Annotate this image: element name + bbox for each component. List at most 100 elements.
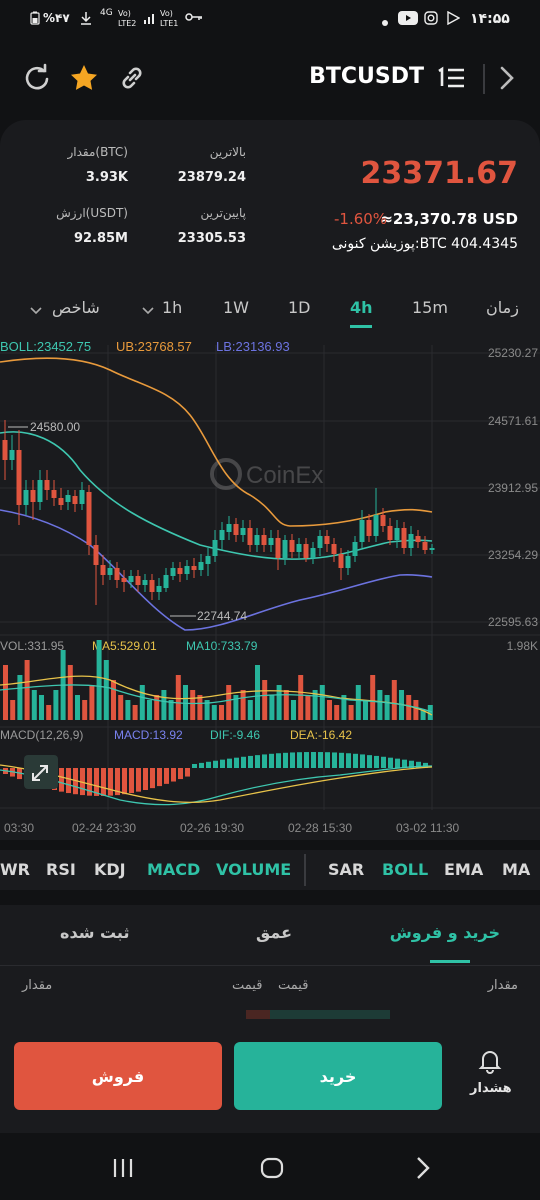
- volume-bar: [183, 685, 188, 720]
- vol-ma10-line: [0, 684, 433, 713]
- volume-bar: [291, 700, 296, 720]
- volume-bar: [276, 685, 282, 720]
- link-icon[interactable]: [116, 62, 150, 96]
- volume-bar: [406, 695, 412, 720]
- tab-1h[interactable]: 1h: [162, 298, 183, 317]
- chevron-right-icon[interactable]: [492, 62, 526, 96]
- recent-apps-icon[interactable]: [112, 1157, 134, 1183]
- star-icon[interactable]: [68, 62, 102, 96]
- price-axis-label: 24571.61: [488, 414, 538, 428]
- volume-bar: [348, 705, 354, 720]
- price-chart[interactable]: CoinEx 24580.00 22744.74 BOLL:23452.75 U…: [0, 330, 540, 840]
- macd-bar: [339, 752, 344, 768]
- volume-bar: [262, 680, 268, 720]
- volume-bar: [139, 685, 145, 720]
- tab-15m[interactable]: 15m: [412, 298, 448, 317]
- candle: [352, 542, 358, 556]
- tab-recorded[interactable]: ثبت شده: [60, 923, 130, 942]
- tab-kdj[interactable]: KDJ: [94, 860, 126, 879]
- boll-lb-line: [0, 509, 433, 631]
- volume-bar: [247, 700, 253, 720]
- volume-bar: [125, 700, 131, 720]
- chevron-down-icon[interactable]: [142, 300, 154, 319]
- tab-1d[interactable]: 1D: [288, 298, 311, 317]
- candle: [240, 528, 246, 535]
- candle: [72, 496, 78, 504]
- volume-bar: [118, 695, 124, 720]
- tab-ema[interactable]: EMA: [444, 860, 484, 879]
- macd-label: MACD(12,26,9): [0, 728, 83, 742]
- back-icon[interactable]: [414, 1155, 432, 1185]
- pair-title[interactable]: BTCUSDT: [309, 64, 424, 89]
- tab-ma[interactable]: MA: [502, 860, 531, 879]
- candle: [30, 490, 36, 502]
- volume-bar: [255, 665, 260, 720]
- macd-bar: [388, 757, 393, 768]
- buy-button[interactable]: خرید: [234, 1042, 442, 1110]
- candle: [359, 520, 365, 542]
- candle: [79, 490, 85, 504]
- lb-label: LB:23136.93: [216, 339, 290, 354]
- alert-label[interactable]: هشدار: [470, 1081, 512, 1096]
- macd-bar: [178, 768, 183, 780]
- volume-bar: [190, 690, 196, 720]
- chart-canvas[interactable]: CoinEx 24580.00 22744.74 BOLL:23452.75 U…: [0, 330, 540, 840]
- tab-boll[interactable]: BOLL: [382, 860, 429, 879]
- candle: [310, 548, 316, 558]
- tab-rsi[interactable]: RSI: [46, 860, 76, 879]
- price-col-left: قیمت: [232, 978, 263, 993]
- candle: [226, 524, 232, 532]
- price-axis-label: 23912.95: [488, 481, 538, 495]
- volume-bar: [370, 675, 376, 720]
- indicator-dropdown[interactable]: شاخص: [52, 298, 100, 317]
- time-axis-label: 02-28 15:30: [288, 821, 352, 835]
- chevron-down-icon[interactable]: [30, 300, 42, 319]
- tab-depth[interactable]: عمق: [256, 923, 293, 942]
- tab-1w[interactable]: 1W: [223, 298, 249, 317]
- sell-button[interactable]: فروش: [14, 1042, 222, 1110]
- home-icon[interactable]: [260, 1156, 284, 1184]
- tab-buy-sell[interactable]: خرید و فروش: [389, 923, 500, 942]
- tab-volume[interactable]: VOLUME: [216, 860, 292, 879]
- ma5-label: MA5:529.01: [92, 639, 157, 653]
- volume-bar: [283, 690, 289, 720]
- tab-4h[interactable]: 4h: [350, 298, 373, 317]
- bell-icon[interactable]: [478, 1048, 502, 1078]
- macd-bar: [248, 755, 253, 768]
- candle: [289, 540, 295, 552]
- menu-icon[interactable]: [434, 62, 468, 96]
- time-axis-label: 03:30: [4, 821, 34, 835]
- lte2-label: LTE2: [118, 19, 137, 28]
- candle: [387, 526, 393, 540]
- volume-bar: [39, 695, 44, 720]
- volume-bar: [168, 700, 174, 720]
- current-position: پوزیشن کنونی:BTC 404.4345: [331, 236, 518, 252]
- ub-label: UB:23768.57: [116, 339, 192, 354]
- volume-bars: [3, 640, 433, 720]
- macd-bar: [409, 760, 414, 768]
- macd-bar: [276, 753, 281, 768]
- refresh-icon[interactable]: [20, 62, 54, 96]
- candle: [65, 495, 71, 502]
- volume-bar: [3, 665, 8, 720]
- price-col-right: قیمت: [278, 978, 309, 993]
- candle: [324, 536, 330, 544]
- order-book-header: مقدار قیمت قیمت مقدار: [0, 965, 540, 1025]
- tab-wr[interactable]: WR: [0, 860, 30, 879]
- macd-bar: [199, 762, 204, 768]
- amount-col-left: مقدار: [22, 978, 53, 993]
- tab-time[interactable]: زمان: [486, 298, 519, 317]
- candle: [142, 580, 148, 585]
- tab-sar[interactable]: SAR: [328, 860, 365, 879]
- volume-bar: [334, 705, 340, 720]
- volume-bar: [269, 695, 275, 720]
- macd-bar: [241, 756, 246, 768]
- system-nav-bar: [0, 1133, 540, 1200]
- key-icon: [185, 11, 203, 26]
- candle: [261, 535, 267, 545]
- volume-bar: [219, 705, 224, 720]
- tab-macd[interactable]: MACD: [147, 860, 201, 879]
- macd-bar: [381, 756, 386, 768]
- macd-bar: [318, 752, 323, 768]
- volume-bar: [103, 660, 109, 720]
